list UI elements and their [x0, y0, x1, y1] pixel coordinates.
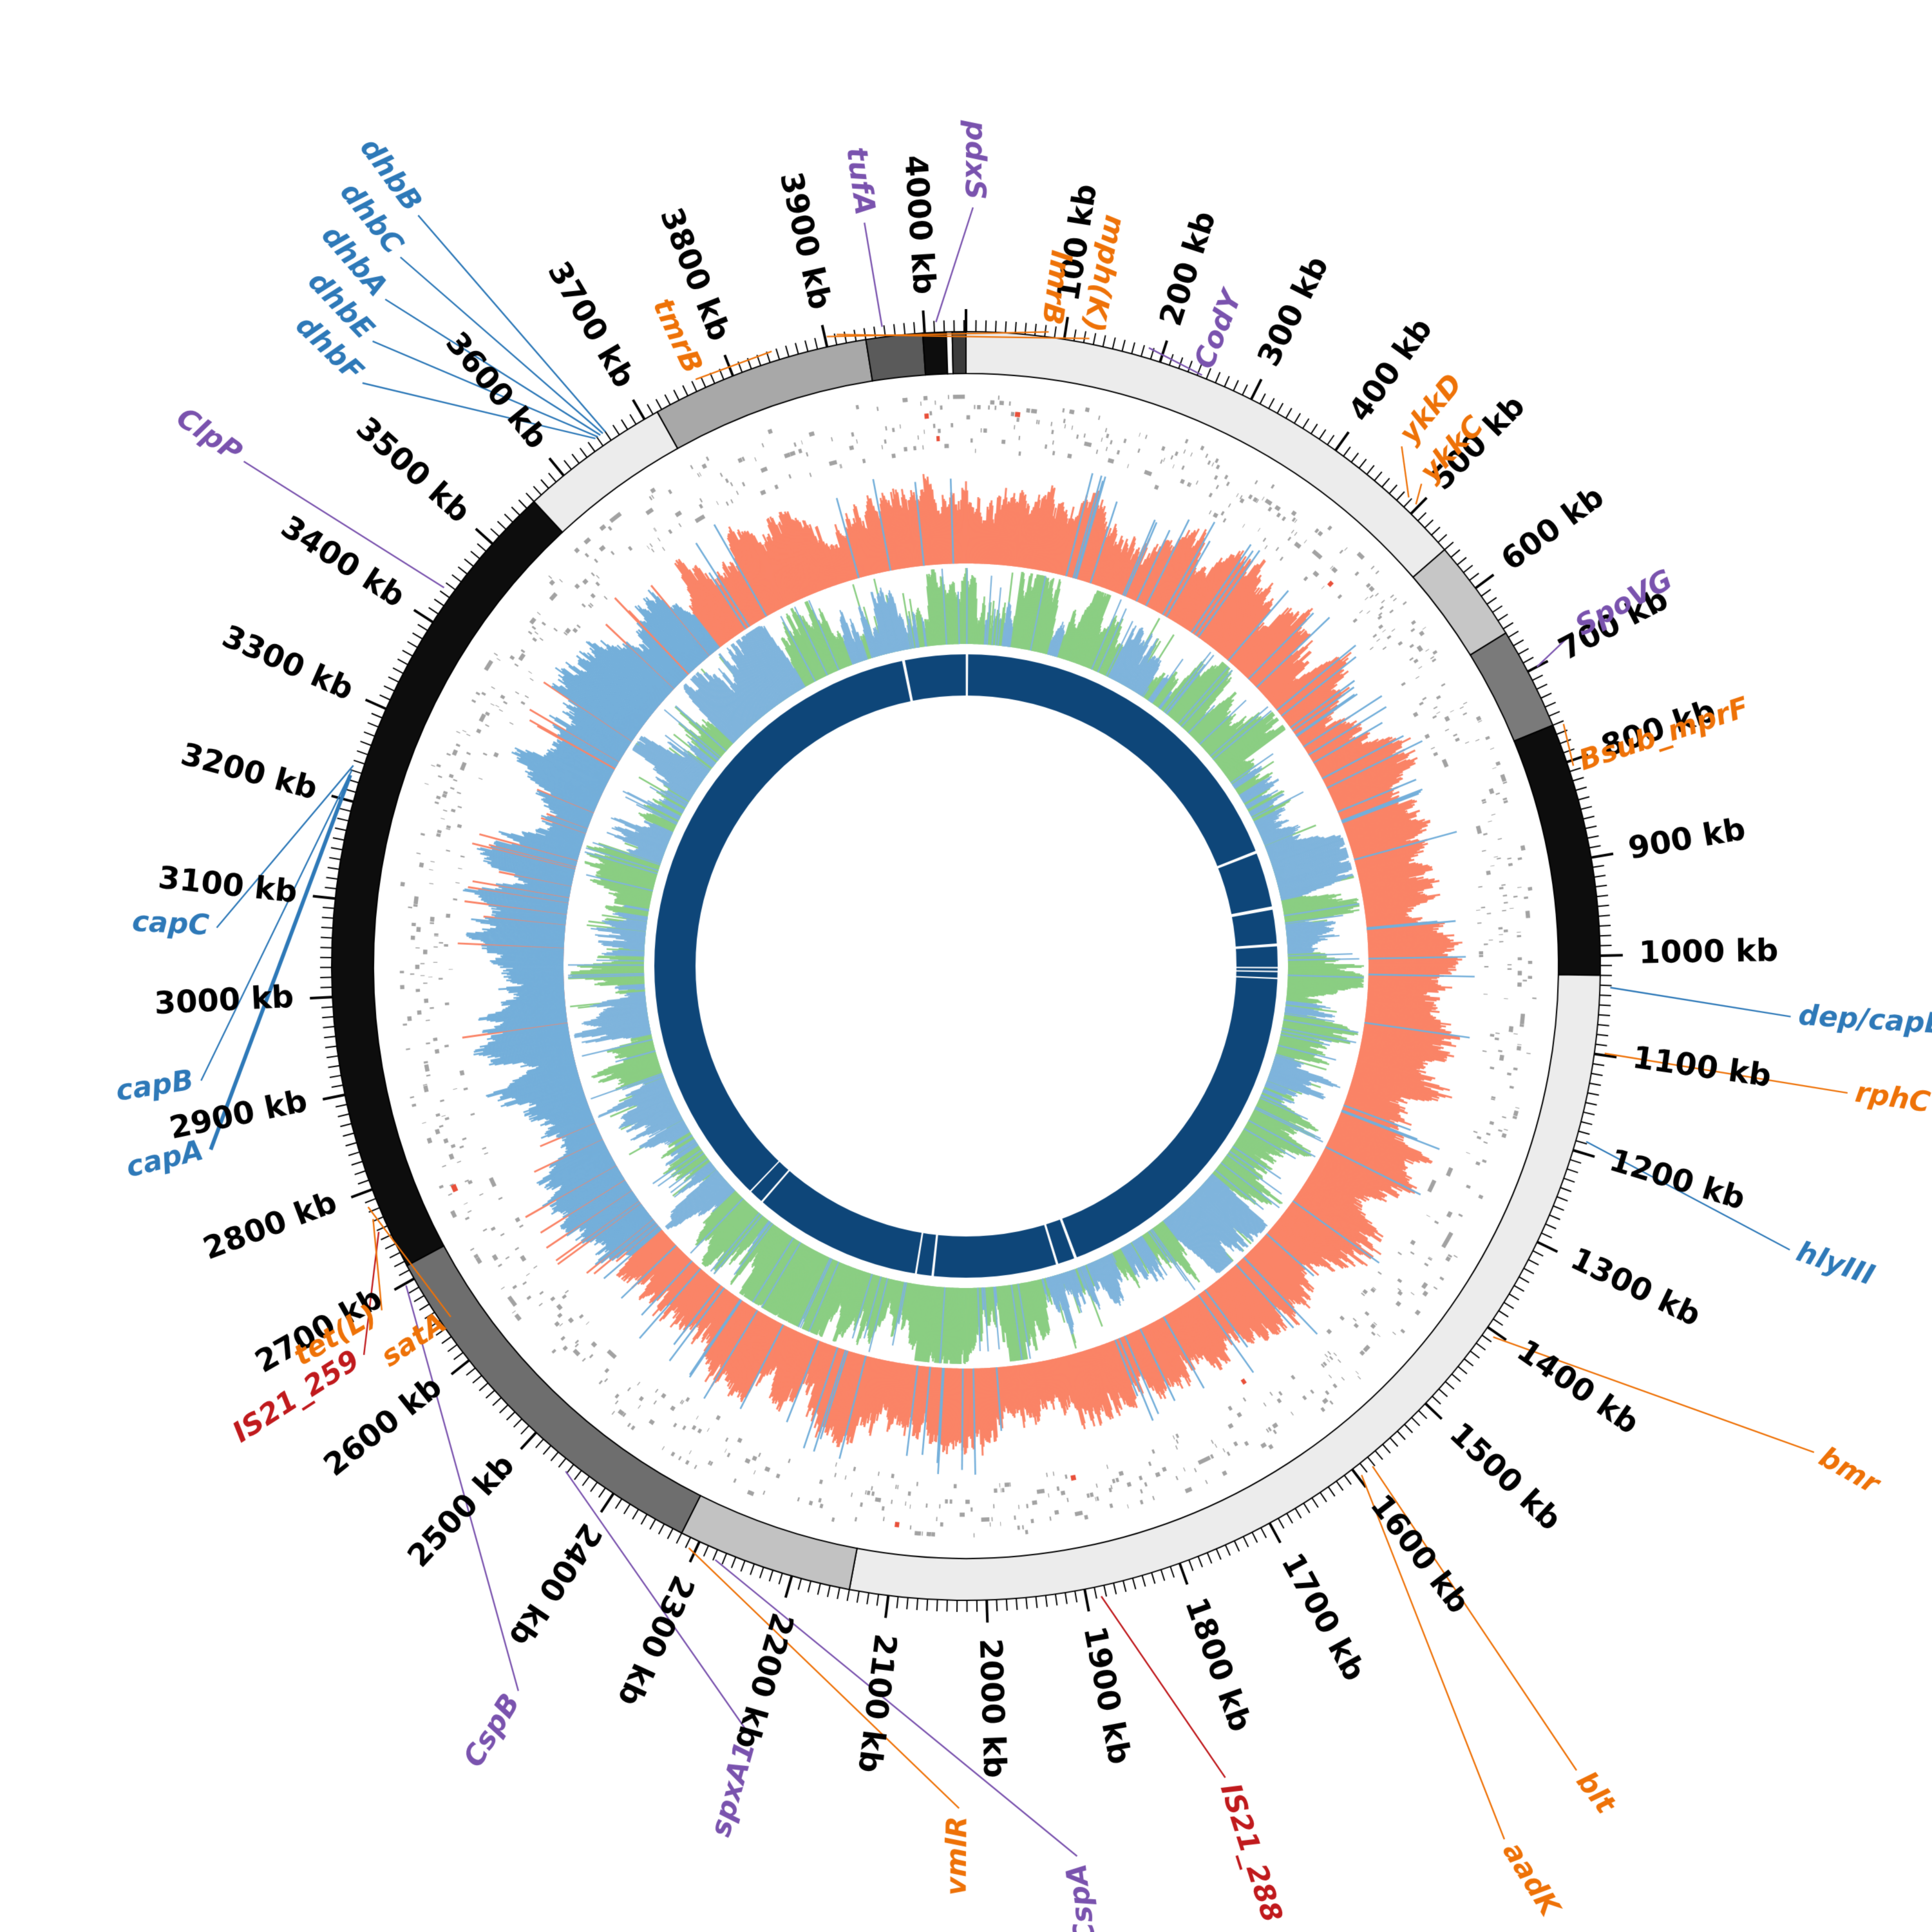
- circular-genome-plot: [0, 0, 1932, 1932]
- genome-map-canvas: [0, 0, 1932, 1932]
